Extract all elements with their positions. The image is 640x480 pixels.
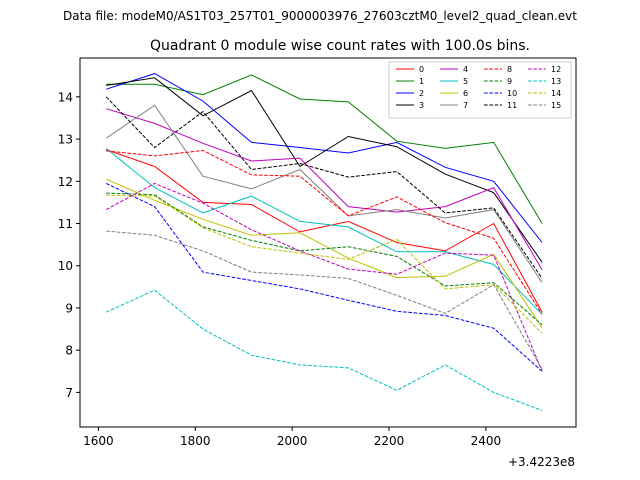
legend-label-0: 0 [419, 65, 424, 74]
legend-label-11: 11 [507, 101, 517, 110]
legend-box [388, 61, 572, 119]
x-tick-label: 1600 [83, 434, 114, 448]
legend-label-1: 1 [419, 77, 424, 86]
series-line-10 [105, 182, 543, 372]
legend-label-6: 6 [463, 89, 468, 98]
legend-label-14: 14 [551, 89, 561, 98]
legend-label-4: 4 [463, 65, 468, 74]
legend-label-12: 12 [551, 65, 561, 74]
series-line-4 [106, 108, 543, 271]
x-tick-label: 1800 [180, 434, 211, 448]
legend-label-8: 8 [507, 65, 512, 74]
legend-label-2: 2 [419, 89, 424, 98]
series-line-14 [106, 194, 543, 334]
series-line-2 [106, 73, 543, 243]
legend-label-9: 9 [507, 77, 512, 86]
chart-title: Quadrant 0 module wise count rates with … [150, 38, 530, 54]
series-line-7 [105, 104, 543, 283]
y-tick-label: 9 [65, 301, 73, 315]
data-file-header: Data file: modeM0/AS1T03_257T01_90000039… [63, 9, 577, 23]
x-tick-label: 2000 [277, 434, 308, 448]
x-tick-label: 2400 [471, 434, 502, 448]
legend-label-7: 7 [463, 101, 468, 110]
series-line-5 [105, 148, 543, 315]
series-line-0 [106, 149, 543, 313]
y-tick-label: 7 [65, 386, 73, 400]
y-tick-label: 12 [58, 175, 73, 189]
series-line-9 [106, 192, 543, 326]
series-line-11 [105, 96, 543, 279]
legend-label-10: 10 [507, 89, 517, 98]
axis-ticks: 1600 1800 2000 2200 2400 7 8 9 10 11 12 13 14 [58, 90, 501, 448]
series-line-8 [106, 149, 543, 315]
series-line-1 [106, 74, 543, 224]
y-tick-label: 14 [58, 90, 73, 104]
x-tick-label: 2200 [374, 434, 405, 448]
x-offset-label: +3.4223e8 [508, 455, 575, 469]
legend-label-15: 15 [551, 101, 561, 110]
series-line-13 [105, 289, 543, 411]
series-line-6 [106, 178, 543, 329]
y-tick-label: 13 [58, 133, 73, 147]
plot-frame [79, 57, 577, 428]
series-line-15 [106, 230, 543, 370]
plot-area [105, 73, 543, 411]
series-line-12 [105, 182, 543, 372]
series-line-3 [106, 77, 543, 263]
y-tick-label: 8 [65, 344, 73, 358]
y-tick-label: 11 [58, 217, 73, 231]
legend-label-3: 3 [419, 101, 424, 110]
y-tick-label: 10 [58, 259, 73, 273]
legend-label-13: 13 [551, 77, 561, 86]
legend-label-5: 5 [463, 77, 468, 86]
